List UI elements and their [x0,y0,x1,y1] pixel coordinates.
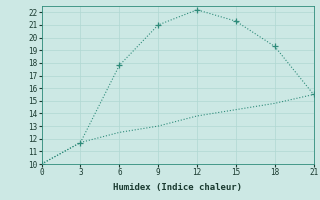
X-axis label: Humidex (Indice chaleur): Humidex (Indice chaleur) [113,183,242,192]
